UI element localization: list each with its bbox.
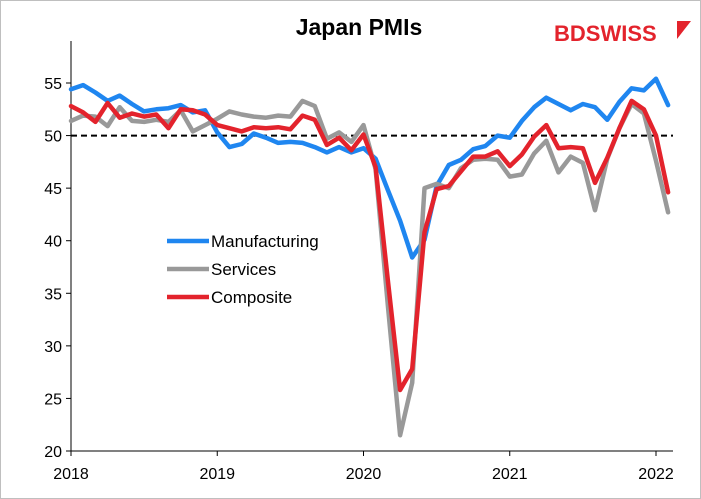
- y-tick-label: 50: [44, 129, 62, 146]
- series-line-manufacturing: [68, 76, 671, 260]
- legend-label-manufacturing: Manufacturing: [211, 232, 319, 251]
- x-tick-label: 2018: [53, 466, 89, 483]
- y-tick-label: 20: [44, 444, 62, 461]
- logo-text-bd: BD: [554, 21, 586, 46]
- legend-label-services: Services: [211, 260, 276, 279]
- legend-label-composite: Composite: [211, 288, 292, 307]
- y-tick-label: 55: [44, 76, 62, 93]
- x-tick-label: 2020: [346, 466, 382, 483]
- series-group: [68, 76, 671, 438]
- svg-text:BDSWISS: BDSWISS: [554, 21, 657, 46]
- y-tick-label: 35: [44, 286, 62, 303]
- logo-mark-icon: [677, 21, 691, 39]
- legend: Manufacturing Services Composite: [167, 232, 319, 307]
- y-tick-label: 25: [44, 391, 62, 408]
- x-tick-label: 2022: [638, 466, 674, 483]
- brand-logo: BDSWISS: [554, 21, 691, 46]
- series-line-composite: [68, 98, 671, 393]
- y-tick-label: 30: [44, 339, 62, 356]
- axes: 20 25 30 35 40 45 50 55 2018 2019 2020 2021 2022: [44, 41, 674, 483]
- x-tick-label: 2019: [199, 466, 235, 483]
- y-tick-label: 45: [44, 181, 62, 198]
- x-tick-label: 2021: [492, 466, 528, 483]
- logo-text-swiss: SWISS: [586, 21, 657, 46]
- y-tick-label: 40: [44, 234, 62, 251]
- chart-title: Japan PMIs: [296, 14, 423, 40]
